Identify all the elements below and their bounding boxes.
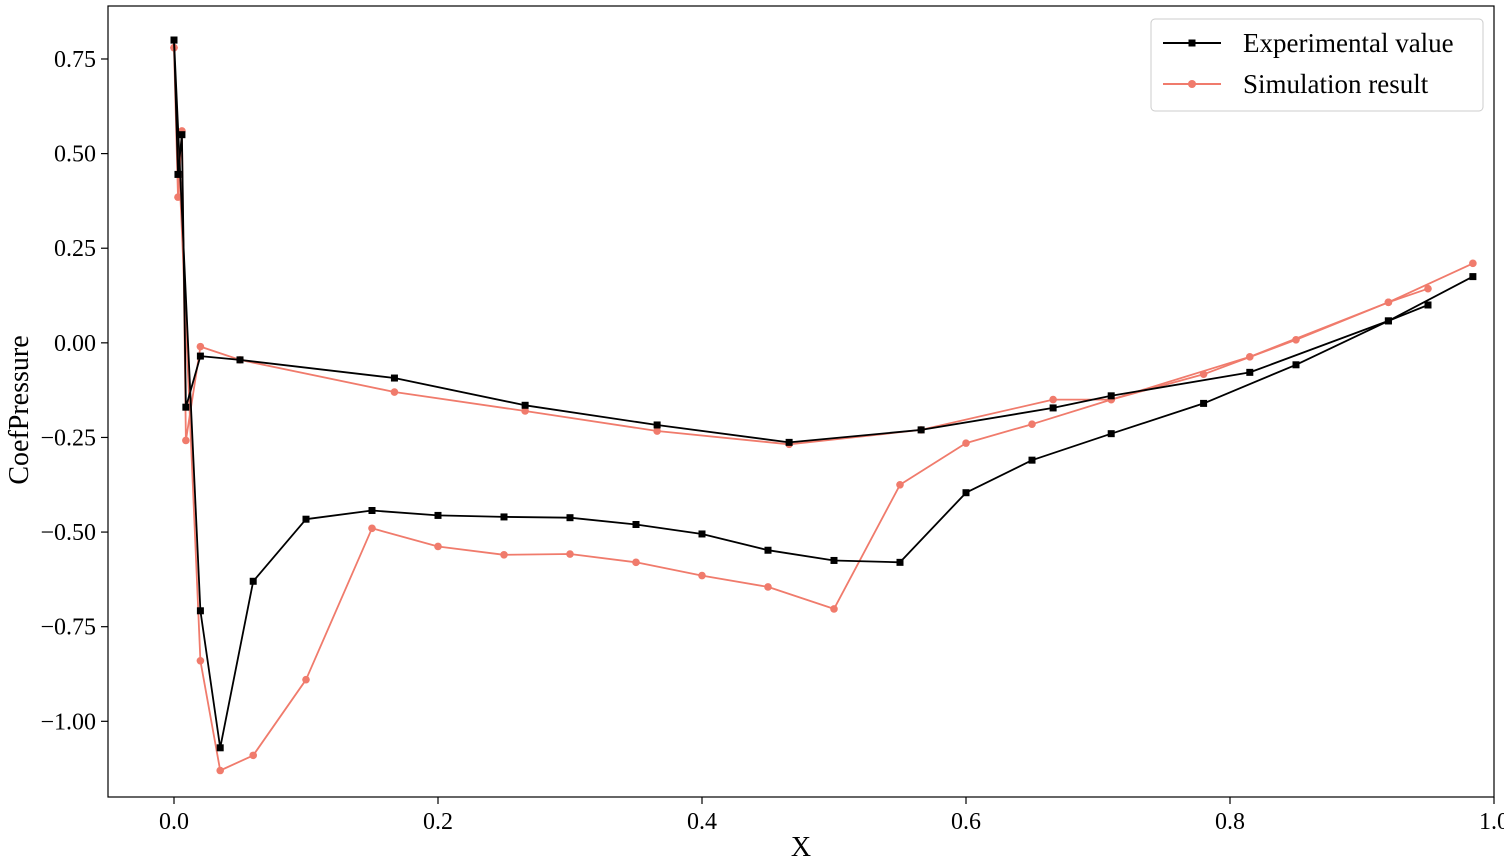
data-point-simulation: [196, 656, 205, 665]
x-tick-label: 0.8: [1215, 809, 1245, 835]
x-axis-label: X: [791, 832, 811, 860]
data-point-experimental: [182, 403, 190, 411]
data-point-experimental: [896, 558, 904, 566]
data-point-experimental: [500, 513, 508, 521]
data-point-simulation: [962, 439, 970, 447]
data-point-experimental: [196, 607, 204, 615]
y-tick-label: −1.00: [40, 709, 96, 735]
data-point-experimental: [1292, 361, 1300, 369]
x-tick-label: 0.4: [687, 809, 717, 835]
data-point-simulation: [216, 766, 224, 775]
x-tick-label: 0.2: [423, 809, 453, 835]
data-point-experimental: [170, 36, 178, 44]
data-point-experimental: [1200, 399, 1208, 407]
series-line-experimental: [173, 40, 1474, 749]
series-line-simulation: [173, 47, 1474, 772]
data-point-experimental: [1028, 456, 1036, 464]
series-line-experimental: [173, 40, 1429, 444]
data-point-experimental: [1049, 404, 1057, 412]
legend-marker-experimental: [1188, 39, 1196, 47]
legend-box: [1150, 18, 1484, 112]
data-point-simulation: [368, 524, 376, 533]
data-point-experimental: [302, 515, 310, 523]
data-point-simulation: [249, 751, 257, 760]
legend-marker-simulation: [1188, 80, 1196, 88]
data-point-experimental: [962, 489, 970, 497]
data-point-experimental: [216, 744, 224, 752]
axes-frame: [107, 5, 1495, 798]
data-point-simulation: [896, 480, 904, 489]
data-point-simulation: [566, 550, 574, 558]
data-point-simulation: [1384, 298, 1393, 307]
legend: Experimental value Simulation result: [1150, 18, 1484, 112]
legend-label-simulation: Simulation result: [1243, 69, 1429, 99]
x-tick-label: 0.0: [159, 809, 189, 835]
data-point-experimental: [196, 352, 204, 360]
legend-label-experimental: Experimental value: [1243, 28, 1454, 58]
data-point-simulation: [182, 436, 190, 445]
data-point-experimental: [249, 577, 257, 585]
data-point-simulation: [653, 427, 661, 435]
data-point-experimental: [830, 556, 838, 564]
data-point-experimental: [236, 356, 244, 364]
x-axis: 0.0 0.2 0.4 0.6 0.8 1.0: [159, 797, 1504, 835]
data-point-experimental: [1384, 317, 1392, 325]
data-point-simulation: [698, 571, 706, 580]
y-tick-label: −0.50: [40, 520, 96, 546]
x-tick-label: 0.6: [951, 809, 981, 835]
y-tick-label: −0.25: [40, 425, 96, 451]
data-point-experimental: [653, 421, 661, 429]
data-point-experimental: [698, 530, 706, 538]
data-point-simulation: [1049, 395, 1057, 404]
data-point-simulation: [500, 550, 508, 559]
data-point-experimental: [174, 170, 182, 178]
plot-area: [170, 36, 1477, 775]
data-point-simulation: [196, 342, 205, 351]
data-point-simulation: [302, 675, 310, 684]
data-point-simulation: [174, 193, 182, 201]
data-point-experimental: [1107, 392, 1115, 400]
data-point-experimental: [632, 521, 640, 529]
y-tick-label: 0.25: [54, 236, 96, 262]
data-point-experimental: [1107, 430, 1115, 438]
data-point-simulation: [632, 558, 640, 567]
y-tick-label: 0.75: [54, 47, 96, 73]
data-point-experimental: [764, 546, 772, 554]
data-point-simulation: [1028, 420, 1036, 429]
y-tick-label: 0.50: [54, 142, 96, 168]
data-point-experimental: [178, 131, 186, 139]
data-point-experimental: [1246, 368, 1254, 376]
y-tick-label: −0.75: [40, 615, 96, 641]
data-point-simulation: [521, 407, 529, 415]
y-axis: 0.75 0.50 0.25 0.00 −0.25 −0.50 −0.75 −1.00: [40, 47, 108, 735]
data-point-simulation: [434, 542, 442, 551]
data-point-experimental: [434, 511, 442, 519]
data-point-experimental: [785, 438, 793, 446]
y-axis-label: CoefPressure: [4, 335, 35, 484]
y-tick-label: 0.00: [54, 331, 96, 357]
data-point-simulation: [1424, 284, 1432, 293]
data-point-simulation: [390, 388, 399, 396]
data-point-experimental: [917, 426, 925, 434]
data-point-experimental: [1424, 301, 1432, 309]
data-point-simulation: [1246, 353, 1254, 361]
data-point-experimental: [566, 514, 574, 522]
data-point-experimental: [521, 401, 529, 409]
data-point-simulation: [764, 583, 772, 591]
data-point-experimental: [1469, 273, 1477, 281]
data-point-experimental: [368, 506, 376, 514]
data-point-simulation: [830, 605, 838, 613]
data-point-experimental: [390, 374, 398, 382]
data-point-simulation: [1469, 259, 1477, 268]
x-tick-label: 1.0: [1479, 809, 1504, 835]
